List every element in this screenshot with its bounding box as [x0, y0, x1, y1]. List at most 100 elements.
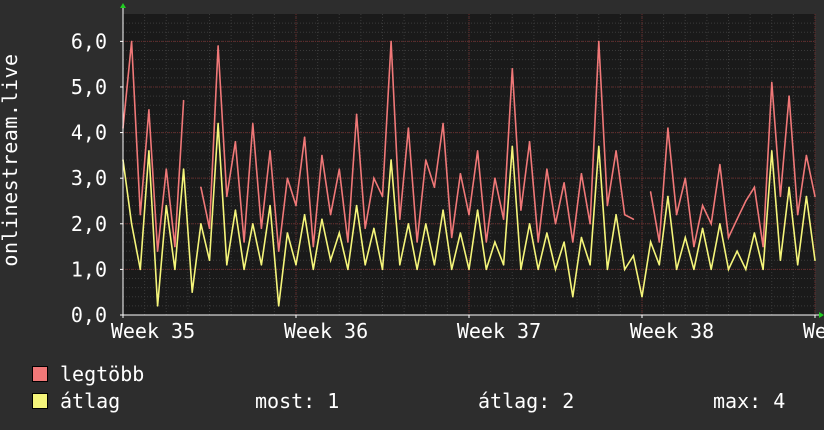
data-point: [381, 268, 384, 271]
data-point: [355, 113, 358, 116]
data-point: [476, 209, 479, 211]
data-point: [779, 259, 782, 262]
data-point: [589, 222, 591, 225]
legend-label-max: legtöbb: [60, 362, 145, 386]
data-point: [217, 45, 219, 47]
y-axis-label: onlinestream.live: [0, 53, 22, 267]
data-point: [130, 222, 133, 225]
data-point: [277, 305, 280, 307]
data-point: [606, 268, 609, 271]
data-point: [364, 264, 367, 266]
data-point: [528, 222, 531, 225]
data-point: [139, 268, 142, 271]
data-point: [450, 268, 453, 271]
series-layer: [122, 40, 816, 307]
data-point: [476, 150, 479, 152]
data-point: [200, 222, 202, 225]
x-tick-label: Week 36: [284, 319, 368, 343]
data-point: [148, 108, 150, 111]
data-point: [788, 95, 790, 97]
data-point: [208, 227, 211, 230]
data-point: [667, 127, 669, 129]
data-point: [537, 241, 539, 243]
data-point: [347, 268, 349, 271]
data-point: [658, 241, 661, 243]
data-point: [502, 264, 505, 266]
grid: [122, 14, 816, 316]
data-point: [269, 150, 271, 152]
data-point: [424, 159, 427, 161]
data-point: [606, 204, 609, 207]
legend-item-max: legtöbb: [32, 363, 144, 385]
data-point: [563, 241, 565, 243]
data-point: [234, 140, 237, 143]
data-point: [312, 245, 315, 248]
data-point: [338, 168, 341, 170]
data-point: [597, 40, 600, 43]
data-point: [251, 222, 254, 225]
data-point: [182, 168, 185, 170]
data-point: [615, 150, 617, 152]
data-point: [563, 181, 565, 184]
data-point: [814, 195, 816, 198]
data-point: [321, 218, 323, 221]
y-tick-label: 1,0: [71, 257, 107, 281]
data-point: [251, 122, 254, 125]
data-point: [243, 241, 245, 243]
stat-max: max: 4: [713, 389, 786, 413]
data-point: [658, 264, 661, 266]
data-point: [520, 268, 522, 271]
data-point: [684, 236, 687, 239]
data-point: [303, 136, 306, 138]
data-point: [580, 236, 583, 239]
data-point: [675, 213, 678, 216]
data-point: [269, 204, 271, 207]
data-point: [260, 227, 263, 230]
data-point: [511, 67, 514, 70]
data-point: [433, 186, 436, 189]
data-point: [719, 163, 721, 166]
data-point: [814, 259, 816, 262]
data-point: [399, 218, 401, 221]
data-point: [796, 213, 799, 216]
data-point: [165, 204, 168, 207]
data-point: [770, 81, 773, 84]
data-point: [589, 264, 591, 266]
data-point: [139, 213, 142, 216]
data-point: [226, 195, 228, 198]
data-point: [390, 159, 392, 161]
data-point: [321, 154, 323, 157]
y-tick-label: 5,0: [71, 75, 107, 99]
tick-labels: 0,0 1,0 2,0 3,0 4,0 5,0 6,0 Week 35 Week 36 Week …: [71, 29, 824, 343]
data-point: [693, 245, 695, 248]
data-point: [399, 264, 401, 266]
y-tick-label: 0,0: [71, 303, 107, 327]
data-point: [174, 268, 176, 271]
data-point: [788, 186, 790, 189]
data-point: [623, 268, 626, 271]
data-point: [701, 227, 704, 230]
x-axis-arrow: [819, 312, 824, 318]
data-point: [295, 204, 297, 207]
data-point: [182, 99, 185, 102]
x-tick-label: Week 35: [111, 319, 195, 343]
data-point: [329, 259, 332, 262]
legend-swatch-max: [32, 366, 48, 382]
data-point: [165, 168, 168, 170]
legend-item-avg: átlag: [32, 390, 120, 412]
data-point: [615, 213, 617, 216]
y-axis-arrow: [120, 3, 126, 8]
data-point: [667, 195, 669, 198]
data-point: [554, 222, 557, 225]
data-point: [511, 145, 514, 148]
data-point: [355, 204, 358, 207]
data-point: [433, 264, 436, 266]
data-point: [805, 195, 808, 198]
data-point: [736, 250, 738, 252]
data-point: [191, 291, 193, 293]
x-tick-label: Week 38: [630, 319, 714, 343]
data-point: [303, 213, 306, 216]
data-point: [675, 268, 678, 271]
data-point: [719, 222, 721, 225]
